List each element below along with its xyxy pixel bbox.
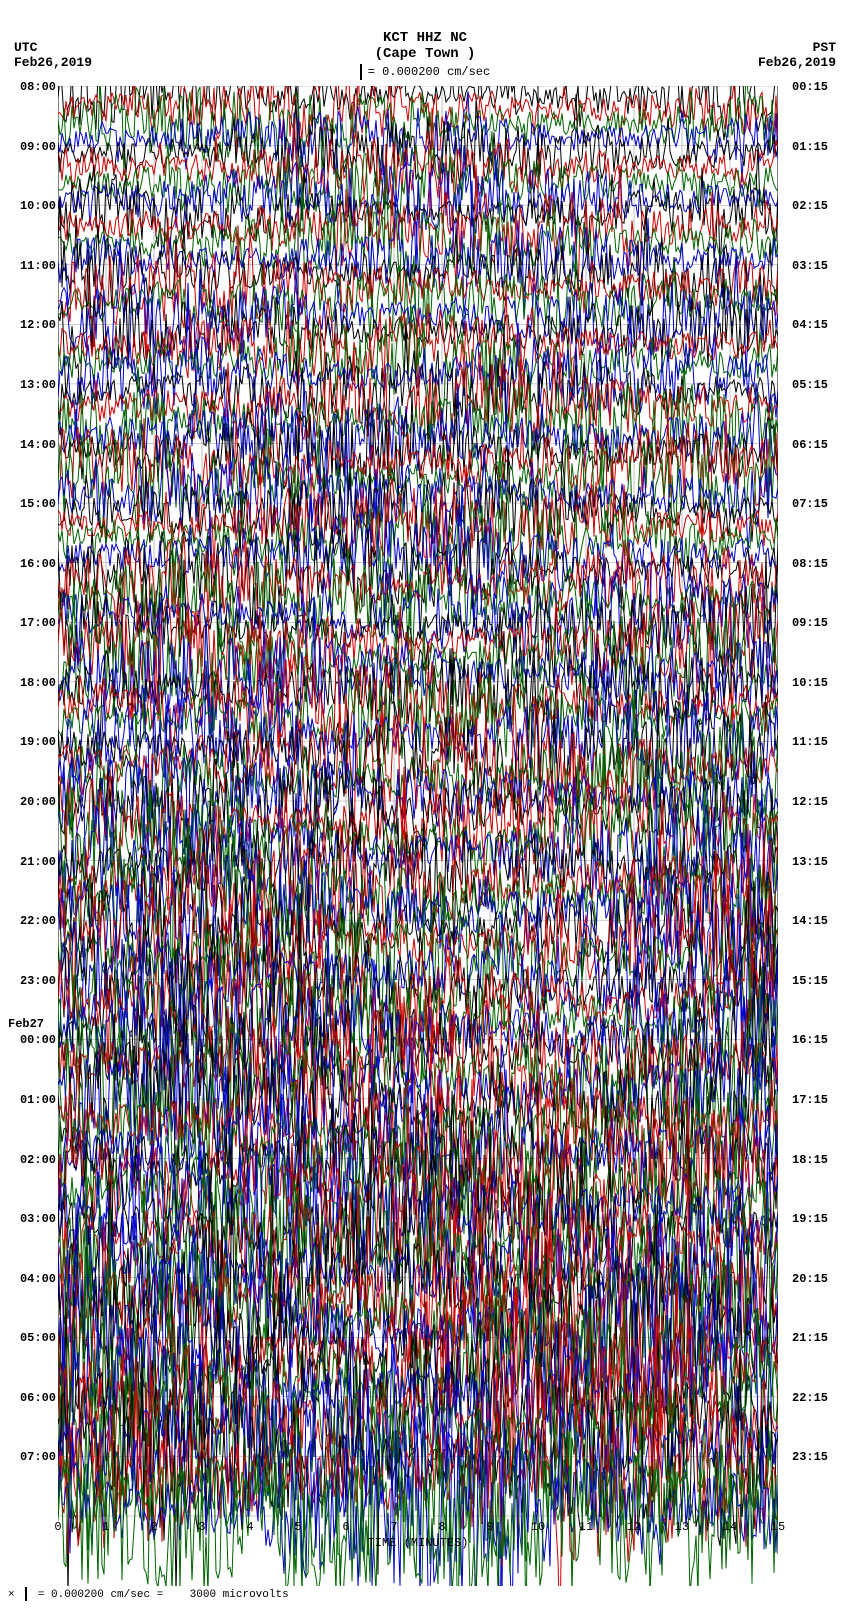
x-tick: 8 <box>438 1520 445 1534</box>
utc-time-label: 04:00 <box>20 1272 56 1286</box>
footer-prefix: × <box>8 1589 15 1601</box>
utc-time-label: 17:00 <box>20 616 56 630</box>
date-marker: Feb27 <box>8 1017 44 1031</box>
pst-time-label: 06:15 <box>792 438 828 452</box>
utc-time-label: 22:00 <box>20 914 56 928</box>
pst-time-label: 07:15 <box>792 497 828 511</box>
x-tick: 11 <box>579 1520 593 1534</box>
location-subtitle: (Cape Town ) <box>0 46 850 62</box>
utc-time-label: 13:00 <box>20 378 56 392</box>
utc-time-label: 12:00 <box>20 318 56 332</box>
pst-time-label: 11:15 <box>792 735 828 749</box>
pst-time-label: 00:15 <box>792 80 828 94</box>
x-tick: 12 <box>627 1520 641 1534</box>
x-tick: 0 <box>54 1520 61 1534</box>
pst-time-label: 14:15 <box>792 914 828 928</box>
pst-time-label: 13:15 <box>792 855 828 869</box>
utc-time-label: 21:00 <box>20 855 56 869</box>
x-tick: 15 <box>771 1520 785 1534</box>
scale-indicator: = 0.000200 cm/sec <box>0 64 850 80</box>
pst-time-label: 15:15 <box>792 974 828 988</box>
pst-time-label: 20:15 <box>792 1272 828 1286</box>
utc-time-label: 18:00 <box>20 676 56 690</box>
pst-time-label: 22:15 <box>792 1391 828 1405</box>
utc-time-label: 11:00 <box>20 259 56 273</box>
utc-time-axis: 08:0009:0010:0011:0012:0013:0014:0015:00… <box>8 86 56 1516</box>
station-title: KCT HHZ NC <box>0 30 850 46</box>
scale-bar-icon <box>360 64 362 80</box>
x-tick: 6 <box>342 1520 349 1534</box>
pst-time-label: 04:15 <box>792 318 828 332</box>
scale-text: = 0.000200 cm/sec <box>368 65 490 79</box>
utc-time-label: 08:00 <box>20 80 56 94</box>
x-tick: 13 <box>675 1520 689 1534</box>
footer-scale: × = 0.000200 cm/sec = 3000 microvolts <box>8 1587 289 1601</box>
x-tick: 3 <box>198 1520 205 1534</box>
utc-time-label: 20:00 <box>20 795 56 809</box>
utc-time-label: 16:00 <box>20 557 56 571</box>
pst-time-label: 23:15 <box>792 1450 828 1464</box>
utc-time-label: 03:00 <box>20 1212 56 1226</box>
pst-time-label: 01:15 <box>792 140 828 154</box>
utc-time-label: 05:00 <box>20 1331 56 1345</box>
pst-time-label: 09:15 <box>792 616 828 630</box>
utc-time-label: 02:00 <box>20 1153 56 1167</box>
footer-scale-right: 3000 microvolts <box>190 1589 289 1601</box>
pst-time-label: 05:15 <box>792 378 828 392</box>
x-axis-label: TIME (MINUTES) <box>58 1536 778 1550</box>
x-tick: 2 <box>150 1520 157 1534</box>
pst-time-label: 17:15 <box>792 1093 828 1107</box>
utc-time-label: 15:00 <box>20 497 56 511</box>
x-tick: 7 <box>390 1520 397 1534</box>
pst-time-label: 12:15 <box>792 795 828 809</box>
header: UTC Feb26,2019 PST Feb26,2019 KCT HHZ NC… <box>0 0 850 82</box>
utc-time-label: 23:00 <box>20 974 56 988</box>
utc-time-label: 06:00 <box>20 1391 56 1405</box>
pst-time-label: 16:15 <box>792 1033 828 1047</box>
footer-scale-left: = 0.000200 cm/sec = <box>38 1589 163 1601</box>
x-tick: 1 <box>102 1520 109 1534</box>
x-tick: 10 <box>531 1520 545 1534</box>
utc-time-label: 00:00 <box>20 1033 56 1047</box>
x-tick: 5 <box>294 1520 301 1534</box>
utc-time-label: 10:00 <box>20 199 56 213</box>
pst-time-label: 08:15 <box>792 557 828 571</box>
pst-time-label: 19:15 <box>792 1212 828 1226</box>
pst-time-label: 10:15 <box>792 676 828 690</box>
footer-scale-bar-icon <box>25 1587 27 1601</box>
pst-time-label: 03:15 <box>792 259 828 273</box>
pst-time-axis: 00:1501:1502:1503:1504:1505:1506:1507:15… <box>792 86 840 1516</box>
x-tick: 4 <box>246 1520 253 1534</box>
utc-time-label: 19:00 <box>20 735 56 749</box>
helicorder-plot <box>58 86 778 1516</box>
utc-time-label: 07:00 <box>20 1450 56 1464</box>
utc-time-label: 14:00 <box>20 438 56 452</box>
x-tick: 9 <box>486 1520 493 1534</box>
pst-time-label: 21:15 <box>792 1331 828 1345</box>
helicorder-page: UTC Feb26,2019 PST Feb26,2019 KCT HHZ NC… <box>0 0 850 1613</box>
utc-time-label: 01:00 <box>20 1093 56 1107</box>
x-axis-minutes: TIME (MINUTES) 0123456789101112131415 <box>58 1520 778 1560</box>
utc-time-label: 09:00 <box>20 140 56 154</box>
pst-time-label: 18:15 <box>792 1153 828 1167</box>
x-tick: 14 <box>723 1520 737 1534</box>
pst-time-label: 02:15 <box>792 199 828 213</box>
